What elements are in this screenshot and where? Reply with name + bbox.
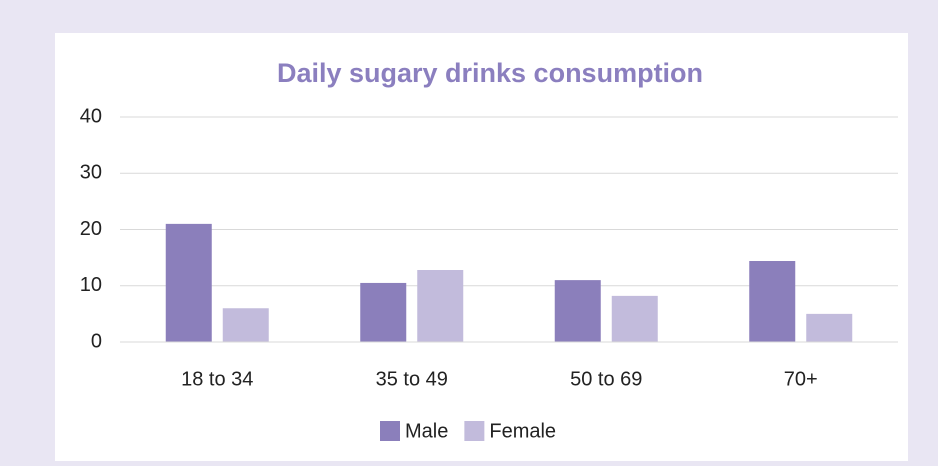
x-tick-label: 50 to 69 bbox=[570, 368, 642, 390]
legend-swatch bbox=[380, 421, 400, 441]
y-tick-label: 40 bbox=[80, 105, 102, 127]
legend-label: Female bbox=[489, 420, 556, 442]
bar bbox=[222, 308, 269, 342]
x-tick-label: 70+ bbox=[784, 368, 818, 390]
y-tick-label: 0 bbox=[91, 330, 102, 352]
x-tick-label: 35 to 49 bbox=[376, 368, 448, 390]
legend-label: Male bbox=[405, 420, 448, 442]
bar bbox=[554, 280, 601, 342]
y-tick-label: 20 bbox=[80, 218, 102, 240]
bar bbox=[611, 295, 658, 342]
y-tick-label: 30 bbox=[80, 162, 102, 184]
y-tick-label: 10 bbox=[80, 274, 102, 296]
x-tick-label: 18 to 34 bbox=[181, 368, 253, 390]
chart-title: Daily sugary drinks consumption bbox=[277, 58, 703, 88]
bar bbox=[417, 270, 464, 342]
bar bbox=[806, 313, 853, 342]
bar bbox=[749, 261, 796, 342]
bar bbox=[360, 282, 407, 342]
bar bbox=[165, 223, 212, 342]
legend-swatch bbox=[464, 421, 485, 441]
